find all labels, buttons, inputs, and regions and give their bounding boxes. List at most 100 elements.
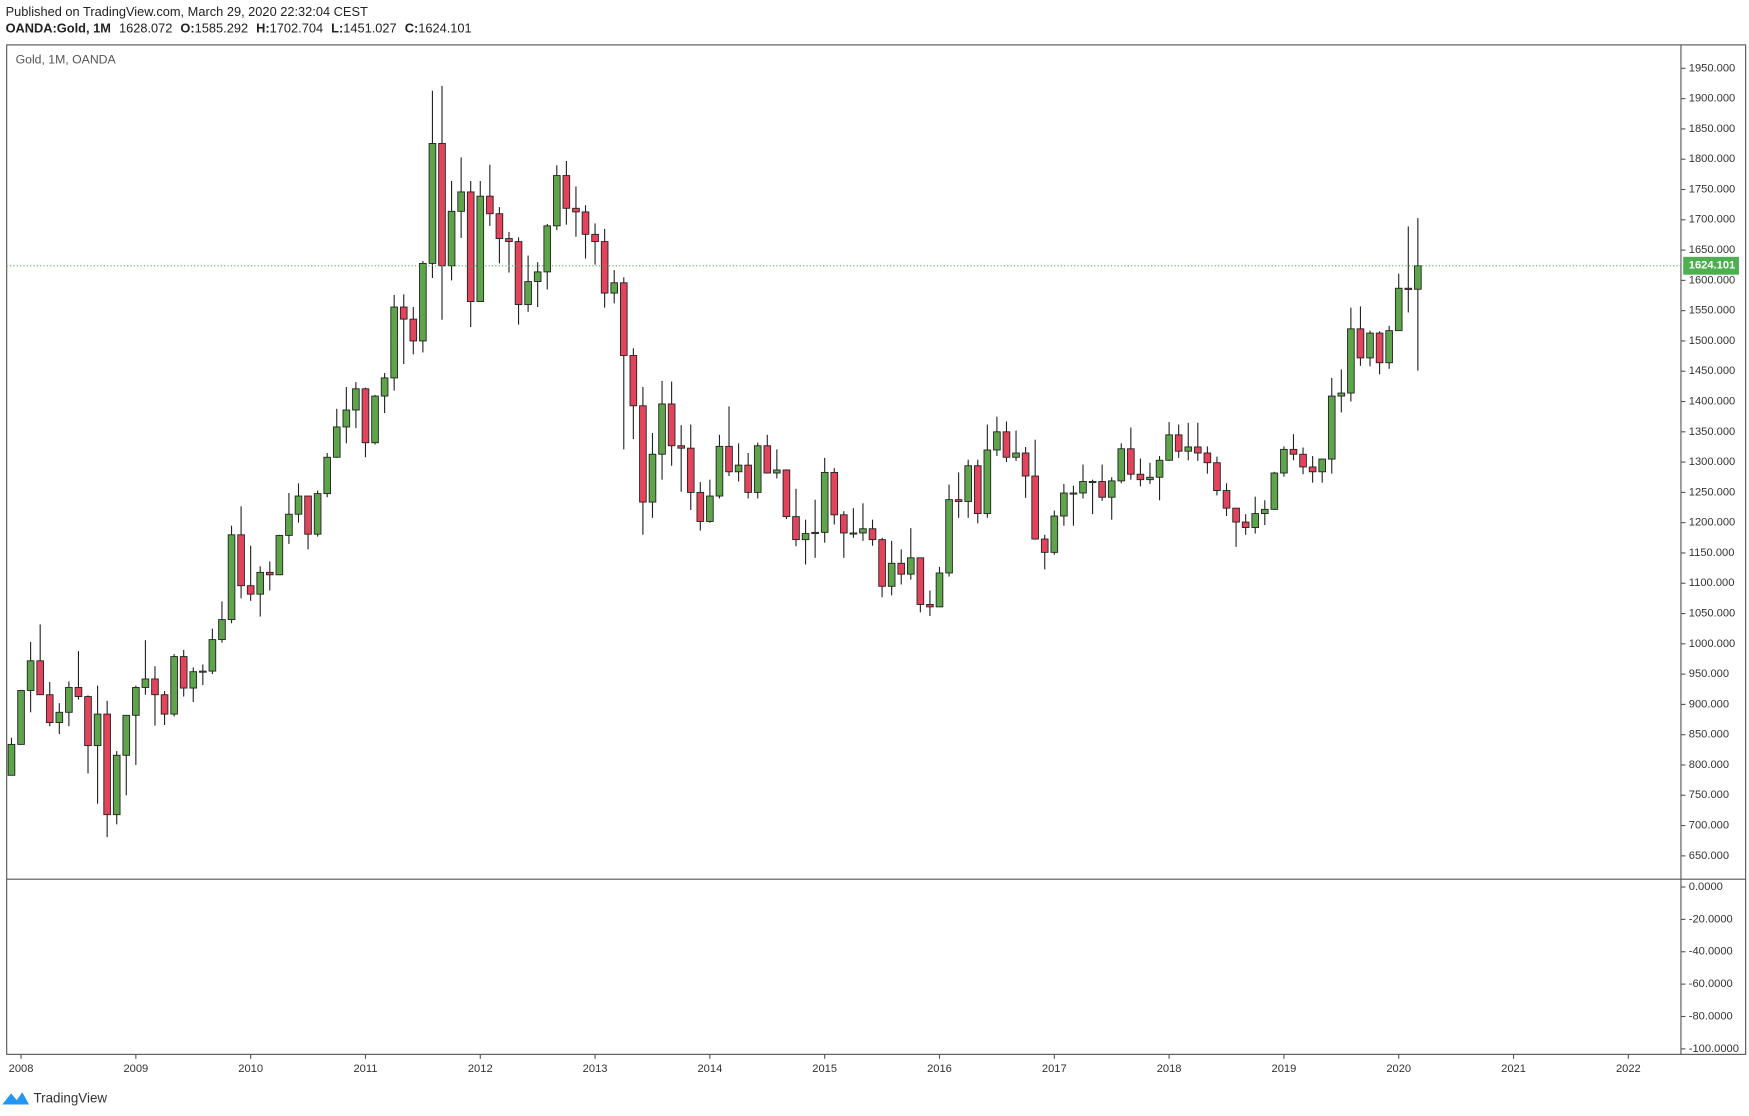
candle-body: [725, 445, 733, 473]
candle-body: [36, 660, 44, 696]
y-tick-label: -40.0000: [1689, 946, 1733, 958]
y-tick-label: 1650.000: [1689, 244, 1735, 256]
candle-body: [897, 562, 906, 575]
candle-body: [773, 469, 781, 474]
candle-body: [1146, 476, 1154, 481]
chart-title: Gold, 1M, OANDA: [16, 53, 117, 67]
candle-body: [610, 282, 619, 294]
candle-body: [1079, 481, 1087, 494]
candle-body: [122, 714, 131, 756]
candle-body: [294, 495, 303, 515]
x-tick-label: 2016: [927, 1063, 952, 1075]
candle-body: [1385, 330, 1393, 364]
candle-body: [849, 532, 858, 535]
candle-body: [1280, 448, 1288, 474]
candle-body: [476, 195, 485, 303]
candle-body: [1021, 452, 1030, 477]
candle-body: [1347, 328, 1355, 394]
candle-body: [801, 533, 810, 541]
symbol: OANDA:Gold, 1M: [6, 21, 111, 36]
candle-body: [428, 143, 437, 264]
candle-body: [1222, 490, 1231, 509]
candle-body: [677, 445, 685, 449]
candle-body: [1117, 448, 1126, 482]
candle-body: [409, 318, 418, 342]
candle-body: [1184, 446, 1193, 452]
candle-body: [1232, 507, 1240, 523]
y-tick-label: 1900.000: [1689, 93, 1735, 105]
candle-body: [390, 306, 398, 379]
candle-body: [993, 431, 1001, 451]
candle-body: [246, 585, 255, 595]
candle-body: [696, 491, 705, 522]
x-tick-label: 2009: [123, 1063, 148, 1075]
candle-body: [1375, 332, 1384, 364]
candle-body: [907, 557, 915, 575]
candles: [7, 85, 1422, 838]
candle-body: [179, 656, 188, 689]
candle-body: [1194, 446, 1202, 454]
candle-body: [648, 453, 657, 503]
ohlc-label: C:: [405, 21, 419, 36]
y-tick-label: 1750.000: [1689, 183, 1735, 195]
candle-body: [706, 495, 714, 522]
y-tick-label: 1800.000: [1689, 153, 1735, 165]
candle-body: [973, 465, 982, 515]
candle-body: [639, 405, 647, 503]
candle-body: [1414, 265, 1422, 290]
candle-body: [17, 690, 25, 745]
y-tick-label: -80.0000: [1689, 1010, 1733, 1022]
candle-body: [667, 403, 676, 447]
ohlc-value: 1585.292: [195, 21, 248, 36]
candle-body: [1356, 328, 1365, 359]
y-tick-label: 750.000: [1689, 789, 1729, 801]
last-price-label: 1624.101: [1689, 260, 1735, 272]
candle-body: [715, 445, 724, 497]
candle-body: [55, 711, 64, 724]
y-tick-label: 800.000: [1689, 759, 1729, 771]
candle-body: [572, 207, 580, 213]
candle-body: [332, 426, 341, 458]
candle-body: [84, 696, 92, 747]
candle-body: [1127, 448, 1135, 475]
y-tick-label: 1700.000: [1689, 214, 1735, 226]
candle-body: [658, 403, 666, 455]
ohlc-label: L:: [331, 21, 343, 36]
candle-body: [151, 678, 159, 696]
candle-body: [1270, 472, 1279, 510]
candle-body: [1040, 538, 1049, 553]
ohlc-label: H:: [256, 21, 270, 36]
frame: [6, 44, 1747, 1055]
y-tick-label: 1000.000: [1689, 638, 1735, 650]
candle-body: [744, 464, 752, 493]
candle-body: [1308, 466, 1317, 473]
candle-body: [237, 534, 245, 587]
brand-logo: [2, 1092, 30, 1105]
candle-body: [1155, 459, 1164, 478]
candle-body: [945, 499, 953, 574]
y-tick-label: 1050.000: [1689, 608, 1735, 620]
candle-body: [361, 388, 370, 444]
candle-body: [447, 210, 456, 267]
candle-body: [1404, 287, 1413, 290]
candle-body: [7, 743, 16, 776]
candle-body: [103, 713, 111, 816]
candle-body: [763, 445, 772, 474]
y-tick-label: 950.000: [1689, 668, 1729, 680]
x-tick-label: 2022: [1616, 1063, 1641, 1075]
y-tick-label: 0.0000: [1689, 881, 1723, 893]
y-tick-label: 1150.000: [1689, 547, 1735, 559]
candle-body: [782, 469, 791, 518]
candle-body: [74, 687, 83, 697]
y-tick-label: 1350.000: [1689, 426, 1735, 438]
candle-body: [342, 409, 351, 428]
candle-body: [1366, 332, 1374, 359]
y-tick-label: 1100.000: [1689, 577, 1735, 589]
candle-body: [26, 660, 35, 691]
candle-body: [93, 713, 102, 747]
candle-body: [275, 534, 284, 576]
ohlc-value: 1451.027: [343, 21, 396, 36]
candle-body: [141, 678, 150, 688]
